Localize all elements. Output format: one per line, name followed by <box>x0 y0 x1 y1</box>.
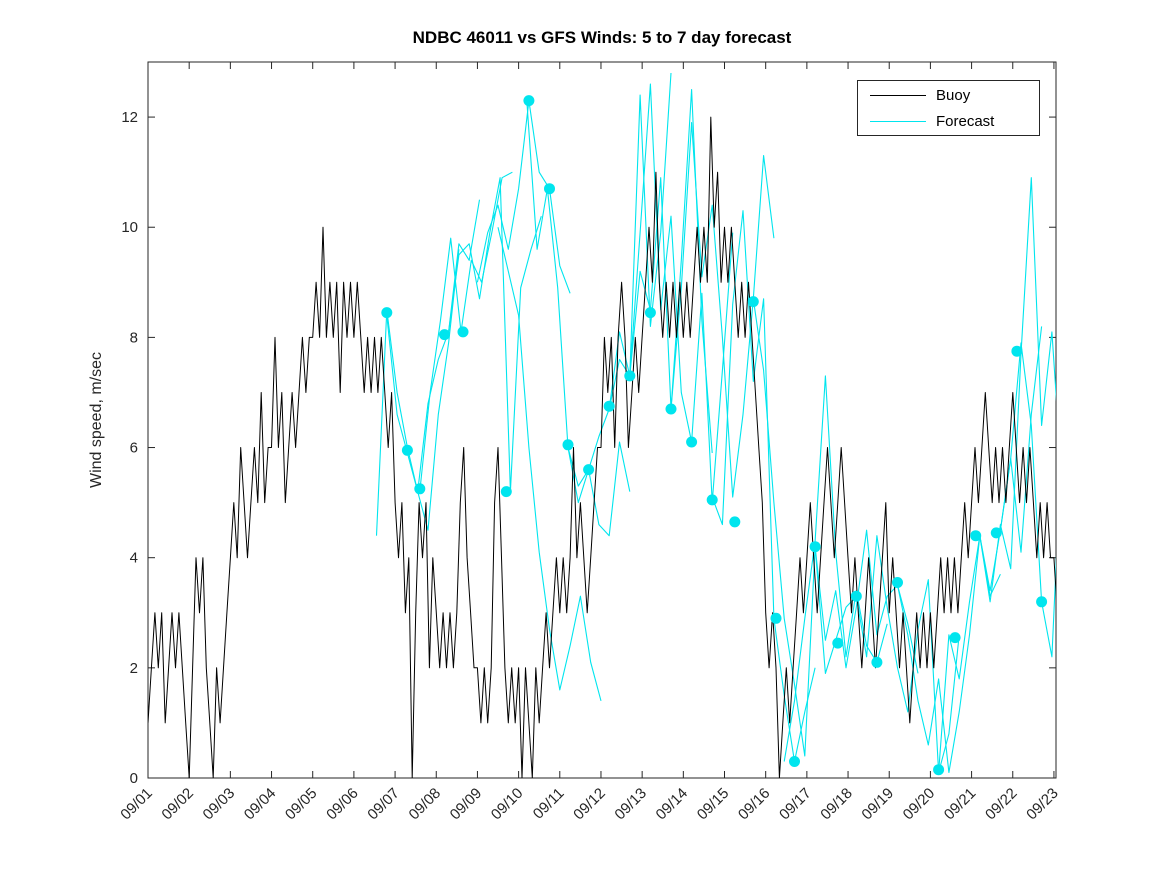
forecast-lines <box>375 72 1056 774</box>
forecast-marker-dot <box>892 577 903 588</box>
legend: Buoy Forecast <box>857 80 1040 136</box>
forecast-marker-dot <box>850 590 862 602</box>
buoy-line-sample <box>870 94 926 96</box>
x-tick-label: 09/18 <box>817 785 856 824</box>
forecast-marker-dot <box>933 764 945 776</box>
forecast-marker-dot <box>747 296 759 308</box>
forecast-marker-dot <box>381 307 393 319</box>
forecast-marker-dot <box>729 516 741 528</box>
forecast-line-sample <box>870 120 926 122</box>
forecast-marker-dot <box>990 527 1002 539</box>
y-tick-label: 8 <box>130 329 138 346</box>
x-tick-label: 09/05 <box>282 785 321 824</box>
forecast-marker-dot <box>686 436 698 448</box>
y-tick-label: 4 <box>130 550 138 567</box>
forecast-marker-dot <box>970 530 982 542</box>
x-tick-label: 09/19 <box>858 785 897 824</box>
forecast-marker-dot <box>583 464 595 476</box>
x-tick-label: 09/20 <box>900 785 939 824</box>
legend-item-forecast: Forecast <box>858 111 1039 131</box>
x-tick-label: 09/15 <box>694 785 733 824</box>
x-tick-label: 09/03 <box>200 785 239 824</box>
x-tick-label: 09/12 <box>570 785 609 824</box>
forecast-marker-dot <box>457 326 469 338</box>
y-tick-label: 6 <box>130 440 138 457</box>
forecast-marker-dot <box>624 370 636 382</box>
forecast-marker-dot <box>644 307 656 319</box>
forecast-marker-dot <box>770 612 782 624</box>
x-tick-label: 09/22 <box>982 785 1021 824</box>
x-tick-label: 09/13 <box>611 785 650 824</box>
y-tick-label: 10 <box>121 219 138 236</box>
x-tick-label: 09/08 <box>406 785 445 824</box>
legend-item-buoy: Buoy <box>858 85 1039 105</box>
x-tick-label: 09/02 <box>158 785 197 824</box>
forecast-marker-dot <box>789 756 800 767</box>
legend-label-forecast: Forecast <box>936 112 995 130</box>
x-tick-label: 09/07 <box>364 785 403 824</box>
x-tick-label: 09/11 <box>530 785 568 823</box>
chart-title: NDBC 46011 vs GFS Winds: 5 to 7 day fore… <box>412 28 792 47</box>
forecast-marker-dot <box>439 329 450 341</box>
x-tick-label: 09/16 <box>735 785 774 824</box>
x-tick-label: 09/17 <box>776 785 815 824</box>
forecast-marker-dot <box>544 183 555 195</box>
x-tick-label: 09/04 <box>241 785 280 824</box>
forecast-marker-dot <box>500 486 512 498</box>
forecast-marker-dot <box>414 483 426 495</box>
forecast-marker-dot <box>809 541 821 553</box>
forecast-marker-dot <box>1011 345 1023 357</box>
x-tick-label: 09/23 <box>1023 785 1062 824</box>
y-tick-label: 2 <box>130 660 138 677</box>
legend-label-buoy: Buoy <box>936 86 971 104</box>
forecast-marker-dot <box>603 400 615 412</box>
buoy-line <box>148 116 1056 778</box>
x-tick-label: 09/10 <box>488 785 527 824</box>
forecast-marker-dot <box>401 444 413 456</box>
forecast-marker-dot <box>523 95 535 107</box>
forecast-marker-dot <box>871 656 883 668</box>
x-tick-label: 09/14 <box>653 785 692 824</box>
forecast-marker-dot <box>1036 596 1048 608</box>
x-tick-label: 09/01 <box>117 785 156 824</box>
forecast-marker-dot <box>706 494 718 506</box>
y-axis: 0 2 4 6 8 10 12 <box>121 109 1056 787</box>
forecast-marker-dot <box>832 637 844 649</box>
axes-box <box>147 61 1057 779</box>
y-tick-label: 12 <box>121 109 138 126</box>
y-tick-label: 0 <box>130 770 138 787</box>
forecast-marker-dot <box>562 439 574 451</box>
forecast-marker-dot <box>665 403 677 415</box>
forecast-marker-dot <box>949 632 961 644</box>
x-tick-label: 09/09 <box>447 785 486 824</box>
forecast-markers <box>381 95 1048 776</box>
x-tick-label: 09/06 <box>323 785 362 824</box>
x-tick-label: 09/21 <box>941 785 980 824</box>
